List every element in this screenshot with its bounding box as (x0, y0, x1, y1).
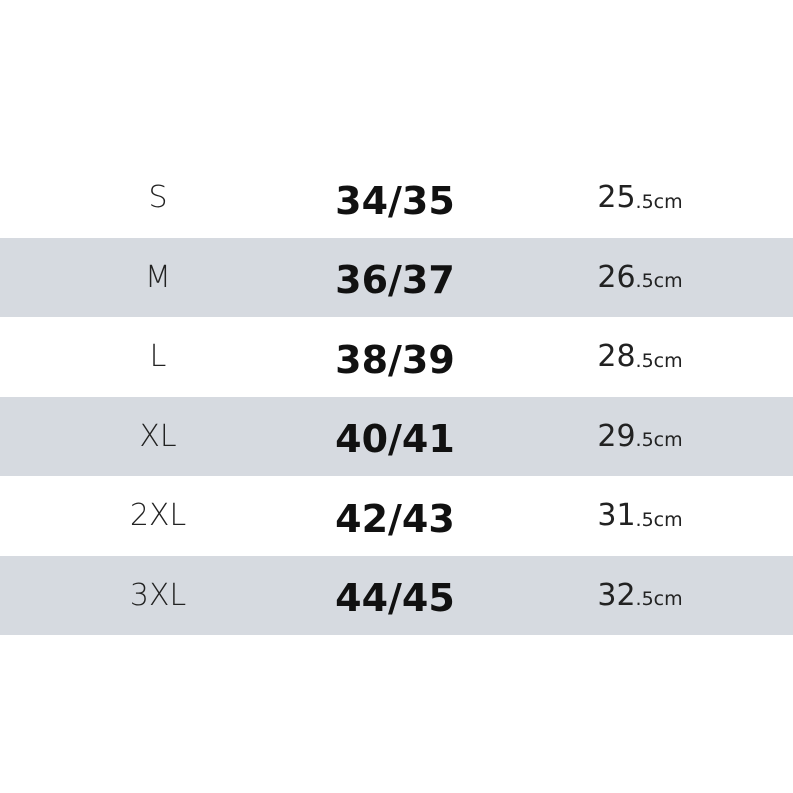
foot-length-value: 32 (597, 577, 636, 613)
foot-length: 26.5cm (570, 238, 710, 318)
foot-length-unit: .5cm (635, 588, 683, 611)
table-row: L 38/39 28.5cm (0, 317, 793, 397)
eu-size: 36/37 (335, 258, 455, 303)
table-row: S 34/35 25.5cm (0, 158, 793, 238)
size-label: XL (139, 418, 177, 454)
table-row: XL 40/41 29.5cm (0, 396, 793, 477)
foot-length: 25.5cm (570, 158, 710, 238)
table-row: M 36/37 26.5cm (0, 237, 793, 318)
foot-length-unit: .5cm (635, 429, 683, 452)
size-label: 2XL (129, 498, 187, 534)
size-label: S (148, 180, 168, 216)
size-label: L (149, 339, 167, 375)
size-chart-table: S 34/35 25.5cm M 36/37 26.5cm L 38/39 28.5cm XL 40… (0, 158, 793, 635)
foot-length-value: 29 (597, 418, 636, 454)
foot-length: 29.5cm (570, 397, 710, 477)
table-row: 2XL 42/43 31.5cm (0, 476, 793, 556)
table-row: 3XL 44/45 32.5cm (0, 555, 793, 636)
foot-length: 32.5cm (570, 556, 710, 636)
eu-size: 34/35 (335, 178, 455, 223)
foot-length-unit: .5cm (635, 508, 683, 531)
eu-size: 42/43 (335, 496, 455, 541)
size-label: 3XL (129, 577, 187, 613)
eu-size: 38/39 (335, 337, 455, 382)
eu-size: 40/41 (335, 417, 455, 462)
foot-length-value: 25 (597, 180, 636, 216)
foot-length-unit: .5cm (635, 190, 683, 213)
size-label: M (145, 259, 171, 295)
foot-length-value: 28 (597, 339, 636, 375)
foot-length: 28.5cm (570, 317, 710, 397)
eu-size: 44/45 (335, 576, 455, 621)
foot-length-unit: .5cm (635, 349, 683, 372)
foot-length: 31.5cm (570, 476, 710, 556)
foot-length-unit: .5cm (635, 270, 683, 293)
foot-length-value: 31 (597, 498, 636, 534)
foot-length-value: 26 (597, 259, 636, 295)
